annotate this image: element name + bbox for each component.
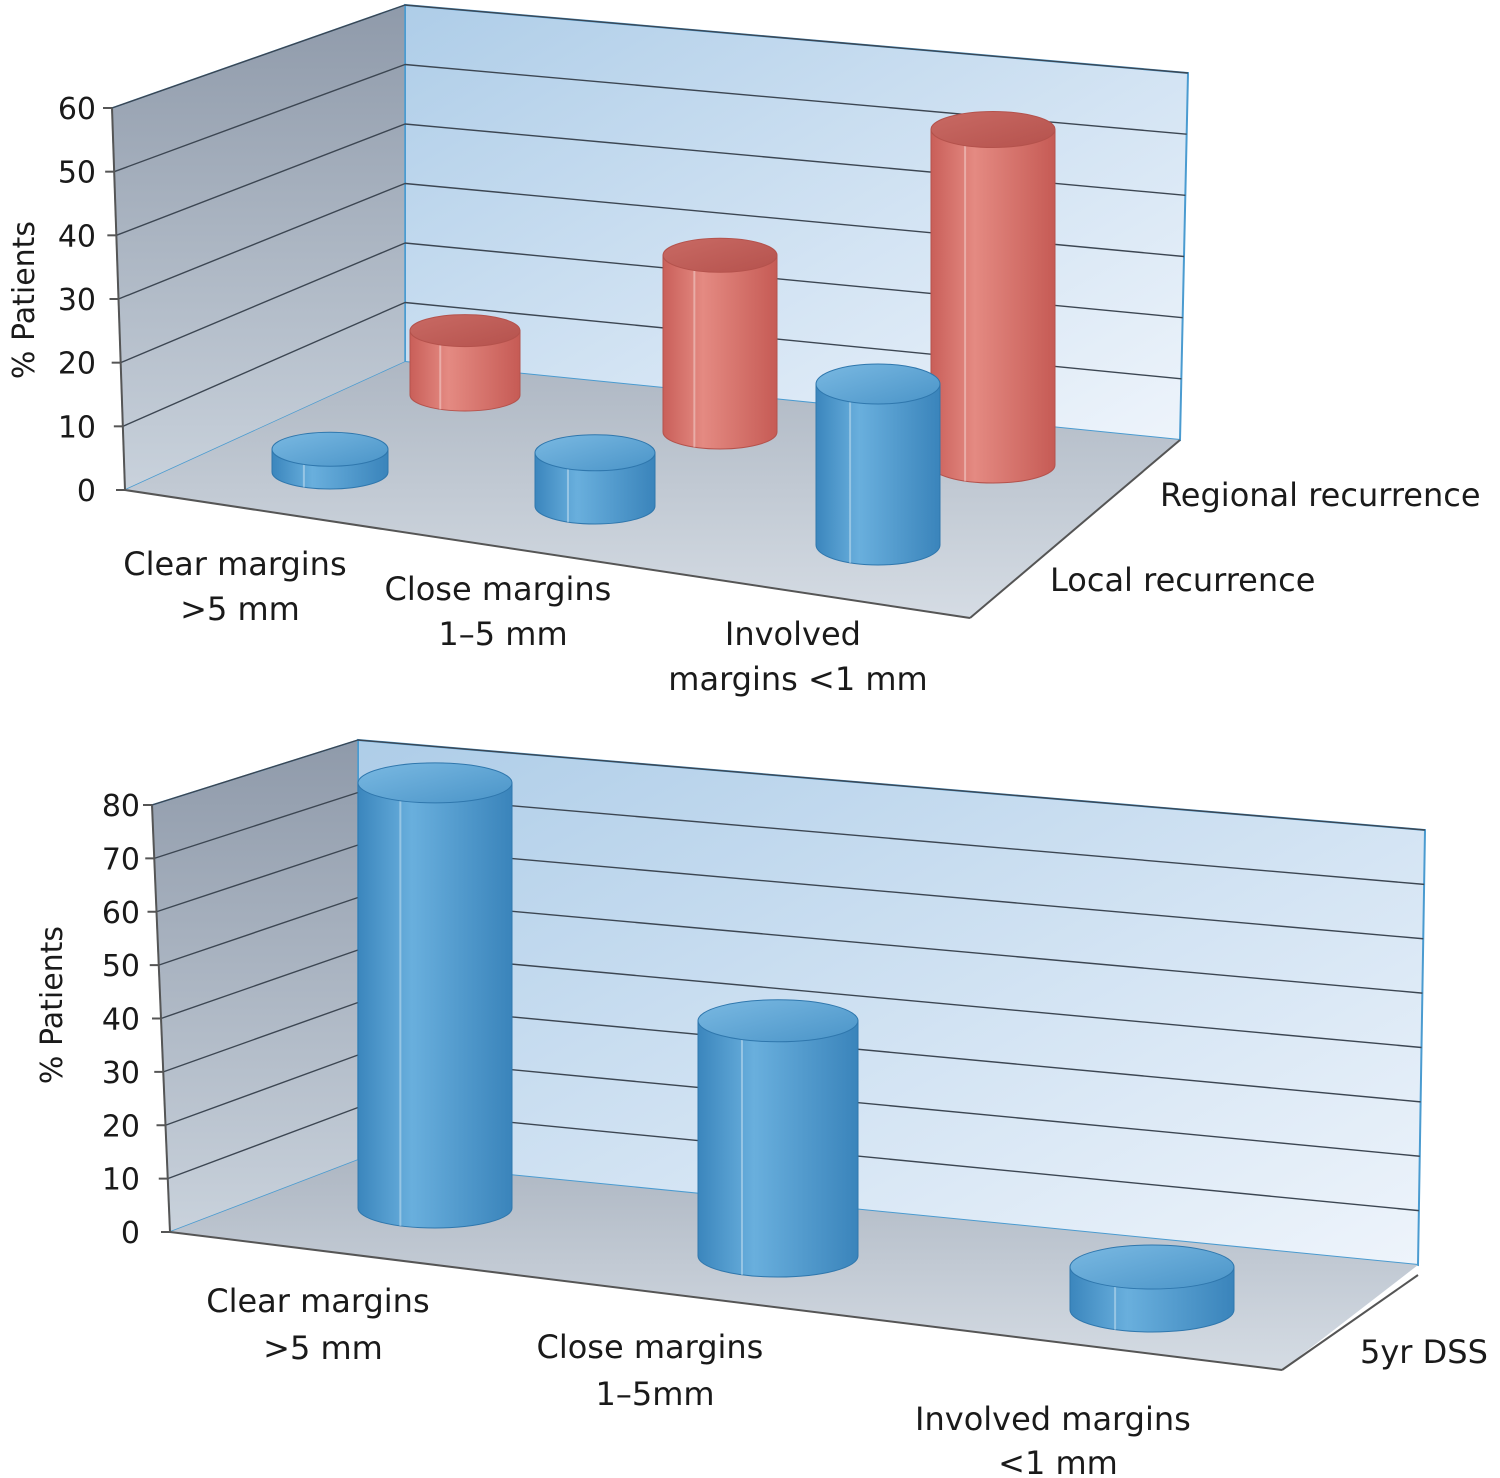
series-label-5yr-dss: 5yr DSS — [1360, 1333, 1488, 1371]
gridline — [158, 896, 359, 966]
gridline — [357, 1054, 1420, 1157]
y-tick-label: 10 — [58, 410, 96, 445]
y-tick-label: 30 — [58, 283, 96, 318]
gridline — [118, 182, 406, 300]
y-tick-label: 0 — [77, 474, 96, 509]
chart-5yr-dss: 0 10 20 30 40 50 60 70 80 % Patients Clear margi… — [35, 738, 1488, 1478]
gridline — [357, 1106, 1419, 1212]
y-tick-label: 50 — [58, 156, 96, 191]
category-label: Close margins 1–5mm — [536, 1328, 773, 1413]
cylinder-top — [357, 762, 513, 804]
bar-local-recurrence — [534, 434, 656, 525]
gridline — [357, 791, 1425, 886]
gridline — [160, 949, 359, 1020]
cylinder-top — [409, 314, 521, 348]
y-tick-label: 30 — [102, 1056, 140, 1091]
y-ticks: 0 10 20 30 40 50 60 — [58, 92, 125, 509]
depth-axis-line — [969, 439, 1181, 619]
gridline — [357, 739, 1426, 831]
cylinder-body — [815, 383, 941, 566]
y-tick-label: 50 — [102, 949, 140, 984]
series-label-local-recurrence: Local recurrence — [1050, 561, 1315, 599]
gridline — [404, 4, 1189, 74]
bars — [357, 762, 1235, 1333]
gridline — [357, 949, 1422, 1049]
gridline — [151, 739, 359, 806]
y-tick-label: 40 — [102, 1003, 140, 1038]
cylinder-top — [815, 363, 941, 405]
x-axis-line — [169, 1231, 1283, 1371]
gridline — [156, 844, 359, 913]
y-tick-label: 60 — [102, 896, 140, 931]
cylinder-body — [409, 330, 521, 412]
cylinder-top — [534, 434, 656, 472]
gridline — [357, 844, 1424, 940]
y-ticks: 0 10 20 30 40 50 60 70 80 — [102, 789, 170, 1251]
gridline — [116, 123, 406, 236]
gridline — [357, 896, 1423, 994]
y-tick-label: 40 — [58, 219, 96, 254]
gridline — [357, 1001, 1421, 1103]
gridline — [122, 301, 406, 427]
bar-5yr-dss — [697, 999, 859, 1278]
depth-axis-line — [1281, 1274, 1419, 1371]
y-tick-label: 80 — [102, 789, 140, 824]
y-tick-label: 0 — [121, 1216, 140, 1251]
cylinder-body — [697, 1020, 859, 1278]
bar-local-recurrence — [815, 363, 941, 566]
cylinder-top — [930, 111, 1056, 148]
x-axis-line — [124, 489, 971, 619]
y-tick-label: 20 — [58, 347, 96, 382]
category-label: Involved margins <1 mm — [668, 615, 927, 698]
y-tick-label: 70 — [102, 842, 140, 877]
category-label: Involved margins <1 mm — [915, 1400, 1201, 1478]
cylinder-top — [271, 431, 389, 467]
gridline — [120, 242, 406, 364]
bar-5yr-dss — [1069, 1244, 1235, 1333]
gridlines — [151, 739, 1426, 1212]
cylinder-top — [1069, 1244, 1235, 1290]
chart-recurrence: 0 10 20 30 40 50 60 % Patients Clear margins >… — [7, 3, 1481, 698]
y-tick-label: 10 — [102, 1163, 140, 1198]
cylinder-body — [930, 129, 1056, 484]
bar-local-recurrence — [271, 431, 389, 490]
bar-regional-recurrence — [409, 314, 521, 412]
y-tick-label: 20 — [102, 1109, 140, 1144]
series-label-regional-recurrence: Regional recurrence — [1160, 476, 1481, 514]
category-label: Close margins 1–5 mm — [384, 570, 621, 653]
y-axis-label: % Patients — [35, 926, 70, 1084]
bar-regional-recurrence — [930, 111, 1056, 484]
category-label: Clear margins >5 mm — [123, 545, 357, 628]
cylinder-body — [662, 254, 778, 450]
bar-regional-recurrence — [662, 237, 778, 450]
gridline — [404, 63, 1187, 135]
gridline — [163, 1001, 359, 1073]
category-label: Clear margins >5 mm — [206, 1282, 440, 1367]
cylinder-top — [662, 237, 778, 273]
gridline — [154, 791, 359, 860]
y-tick-label: 60 — [58, 92, 96, 127]
gridline — [111, 4, 406, 109]
gridline — [113, 63, 406, 173]
cylinder-body — [534, 452, 656, 525]
cylinder-top — [697, 999, 859, 1043]
y-axis-label: % Patients — [7, 221, 42, 379]
cylinder-body — [357, 782, 513, 1229]
bars — [271, 111, 1056, 566]
gridline — [167, 1106, 359, 1180]
bar-5yr-dss — [357, 762, 513, 1229]
gridline — [165, 1054, 359, 1126]
